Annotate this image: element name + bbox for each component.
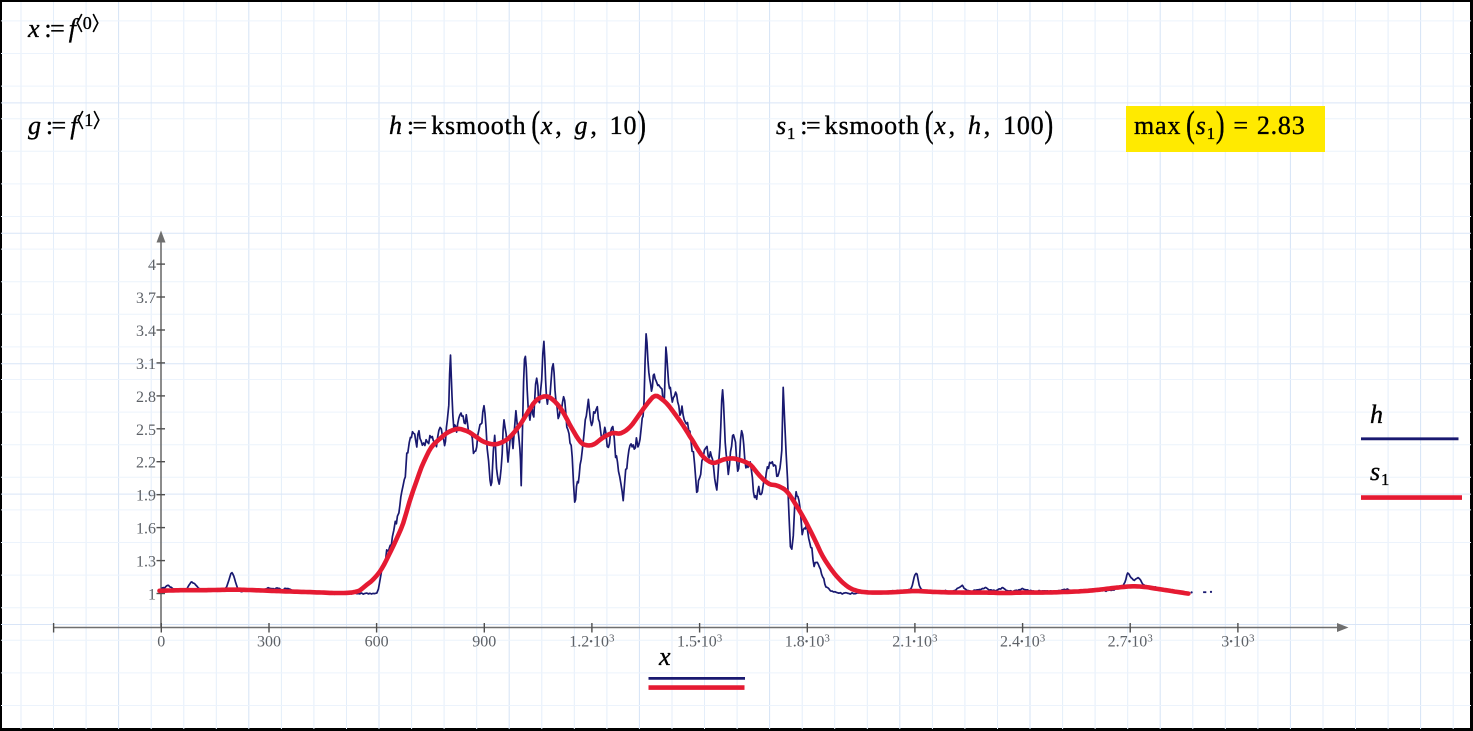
svg-text:1.3: 1.3 — [136, 554, 156, 571]
svg-text:1: 1 — [148, 587, 156, 604]
svg-text:1.5•103: 1.5•103 — [677, 633, 723, 651]
svg-text:3.7: 3.7 — [136, 290, 156, 307]
svg-text:2.4•103: 2.4•103 — [1000, 633, 1046, 651]
svg-text:1.6: 1.6 — [136, 521, 156, 538]
svg-text:900: 900 — [472, 634, 496, 651]
svg-text:2.5: 2.5 — [136, 422, 156, 439]
svg-text:600: 600 — [365, 634, 389, 651]
svg-text:2.1•103: 2.1•103 — [892, 633, 938, 651]
svg-text:2.8: 2.8 — [136, 389, 156, 406]
svg-text:2.7•103: 2.7•103 — [1108, 633, 1154, 651]
svg-text:1.8•103: 1.8•103 — [785, 633, 831, 651]
svg-text:2.2: 2.2 — [136, 455, 156, 472]
svg-text:300: 300 — [257, 634, 281, 651]
svg-text:3.4: 3.4 — [136, 323, 156, 340]
svg-text:1.9: 1.9 — [136, 488, 156, 505]
svg-text:3•103: 3•103 — [1221, 633, 1255, 651]
svg-text:3.1: 3.1 — [136, 356, 156, 373]
svg-text:1.2•103: 1.2•103 — [569, 633, 615, 651]
svg-text:4: 4 — [148, 257, 156, 274]
svg-text:0: 0 — [157, 634, 165, 651]
